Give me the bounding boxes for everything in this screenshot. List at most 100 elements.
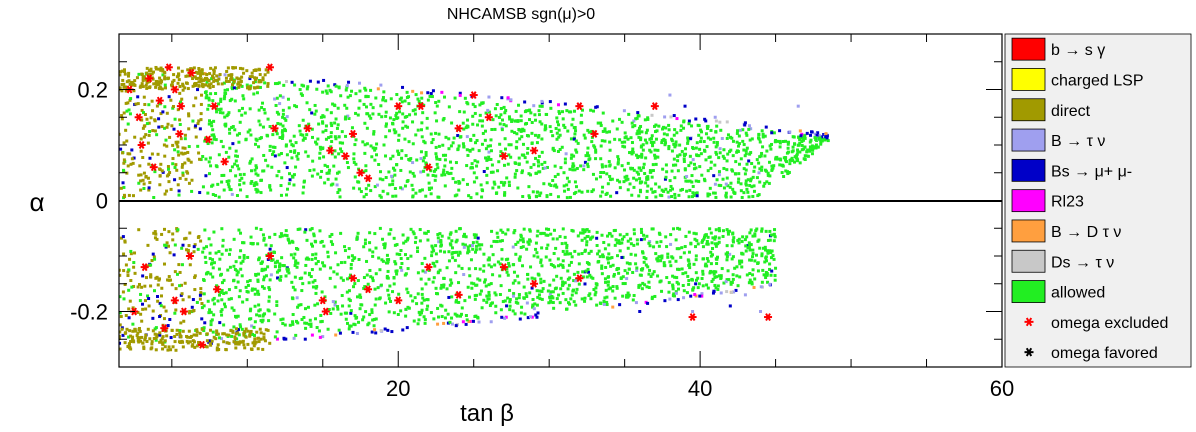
scatter-point	[211, 258, 215, 262]
scatter-point	[669, 184, 673, 188]
scatter-point	[258, 308, 262, 312]
scatter-point	[211, 99, 215, 103]
scatter-point	[195, 328, 199, 332]
scatter-point	[530, 120, 534, 124]
scatter-point	[645, 285, 649, 289]
scatter-point	[741, 139, 745, 143]
scatter-point	[426, 304, 430, 308]
scatter-point	[319, 313, 323, 317]
scatter-point	[200, 93, 204, 97]
scatter-point	[355, 237, 359, 241]
scatter-point	[259, 337, 263, 341]
scatter-point	[363, 285, 367, 289]
scatter-point	[797, 135, 801, 139]
scatter-point	[155, 237, 159, 241]
scatter-point	[714, 228, 718, 232]
omega-excluded-point	[170, 85, 179, 94]
scatter-point	[654, 252, 658, 256]
scatter-point	[262, 268, 266, 272]
scatter-point	[279, 318, 283, 322]
scatter-point	[370, 308, 374, 312]
scatter-point	[628, 182, 632, 186]
scatter-point	[290, 239, 294, 243]
scatter-point	[547, 227, 551, 231]
scatter-point	[534, 194, 538, 198]
scatter-point	[585, 275, 589, 279]
scatter-point	[205, 80, 209, 84]
scatter-point	[120, 114, 124, 118]
scatter-point	[251, 332, 255, 336]
scatter-point	[575, 287, 579, 291]
scatter-point	[458, 110, 462, 114]
scatter-point	[757, 132, 761, 136]
scatter-point	[122, 68, 126, 72]
scatter-point	[429, 311, 433, 315]
scatter-point	[301, 118, 305, 122]
scatter-point	[245, 83, 249, 87]
scatter-point	[262, 108, 266, 112]
scatter-point	[218, 321, 222, 325]
scatter-point	[663, 177, 667, 181]
scatter-point	[684, 271, 688, 275]
scatter-point	[285, 153, 289, 157]
scatter-point	[572, 300, 576, 304]
scatter-point	[279, 232, 283, 236]
scatter-point	[662, 132, 666, 136]
scatter-point	[220, 82, 224, 86]
scatter-point	[710, 241, 714, 245]
scatter-point	[131, 329, 135, 333]
scatter-point	[577, 262, 581, 266]
scatter-point	[793, 155, 797, 159]
scatter-point	[182, 319, 186, 323]
scatter-point	[177, 189, 181, 193]
scatter-point	[526, 109, 530, 113]
scatter-point	[680, 246, 684, 250]
scatter-point	[485, 300, 489, 304]
scatter-point	[639, 124, 643, 128]
scatter-point	[156, 299, 160, 303]
scatter-point	[574, 279, 578, 283]
scatter-point	[411, 188, 415, 192]
scatter-point	[413, 296, 417, 300]
scatter-point	[391, 290, 395, 294]
scatter-point	[346, 277, 350, 281]
scatter-point	[260, 267, 264, 271]
scatter-point	[153, 289, 157, 293]
scatter-point	[375, 153, 379, 157]
scatter-point	[718, 229, 722, 233]
scatter-point	[716, 284, 720, 288]
scatter-point	[589, 275, 593, 279]
scatter-point	[212, 133, 216, 137]
scatter-point	[683, 245, 687, 249]
scatter-point	[326, 255, 330, 259]
scatter-point	[540, 162, 544, 166]
scatter-point	[467, 267, 471, 271]
scatter-point	[522, 285, 526, 289]
scatter-point	[210, 184, 214, 188]
scatter-point	[564, 298, 568, 302]
scatter-point	[174, 348, 178, 352]
scatter-point	[509, 155, 513, 159]
scatter-point	[484, 284, 488, 288]
scatter-point	[142, 171, 146, 175]
scatter-point	[654, 155, 658, 159]
scatter-point	[374, 96, 378, 100]
scatter-point	[382, 90, 386, 94]
scatter-point	[618, 180, 622, 184]
scatter-point	[227, 252, 231, 256]
scatter-point	[455, 238, 459, 242]
scatter-point	[313, 112, 317, 116]
omega-excluded-point	[575, 102, 584, 111]
scatter-point	[143, 338, 147, 342]
scatter-point	[798, 161, 802, 165]
scatter-point	[714, 130, 718, 134]
scatter-point	[760, 229, 764, 233]
scatter-point	[155, 335, 159, 339]
scatter-point	[212, 296, 216, 300]
scatter-point	[450, 239, 454, 243]
scatter-point	[227, 288, 231, 292]
scatter-point	[341, 278, 345, 282]
scatter-point	[704, 119, 708, 123]
scatter-point	[205, 73, 209, 77]
scatter-point	[487, 256, 491, 260]
